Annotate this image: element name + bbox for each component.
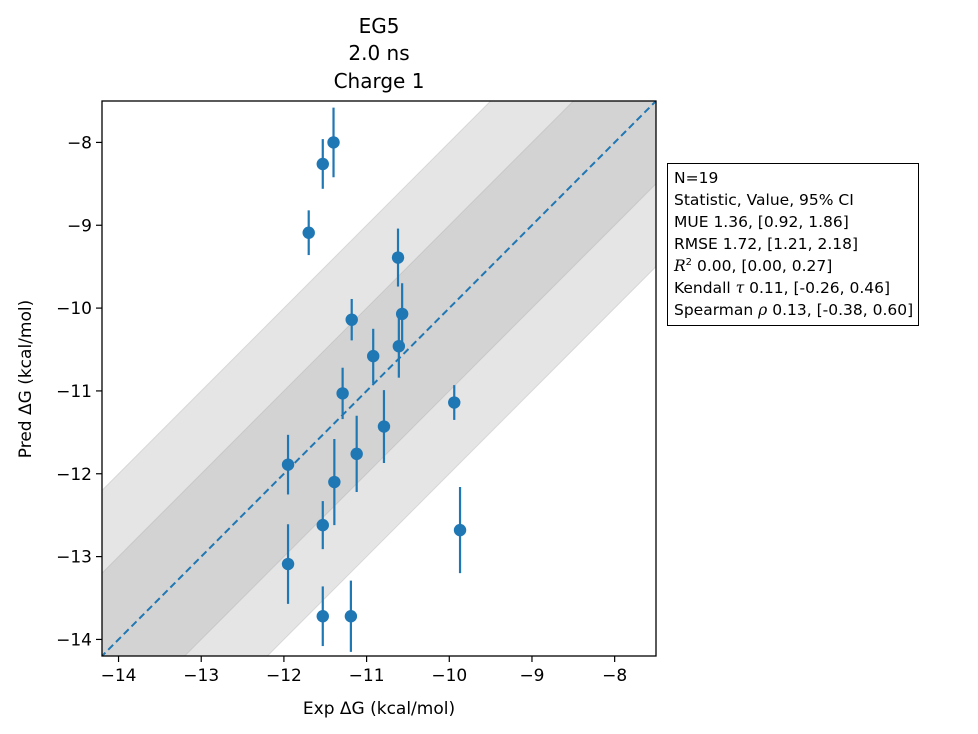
data-point-group <box>367 328 380 384</box>
data-point <box>327 136 340 149</box>
x-tick-label: −14 <box>101 666 137 686</box>
data-point <box>302 226 315 239</box>
y-tick-label: −9 <box>67 216 92 236</box>
stats-mue: MUE 1.36, [0.92, 1.86] <box>674 213 849 231</box>
data-point-group <box>344 580 358 652</box>
data-point <box>344 610 358 623</box>
kendall-tau-symbol: τ <box>735 279 745 297</box>
x-axis-label: Exp ΔG (kcal/mol) <box>303 699 455 719</box>
data-point-group <box>327 107 340 178</box>
data-point-group <box>448 385 461 420</box>
data-point-group <box>345 298 358 341</box>
stats-header: Statistic, Value, 95% CI <box>674 191 854 209</box>
x-axis-ticks: −14 −13 −12 −11 −10 −9 −8 <box>101 656 627 686</box>
spearman-name: Spearman <box>674 301 759 319</box>
data-point-group <box>391 228 405 287</box>
data-point-group <box>316 586 329 647</box>
data-point <box>328 475 341 489</box>
data-point <box>316 518 329 532</box>
r2-superscript: 2 <box>685 256 693 268</box>
y-tick-label: −11 <box>56 382 92 402</box>
y-tick-label: −8 <box>67 133 92 153</box>
data-point <box>377 420 391 433</box>
stats-n: N=19 <box>674 169 719 187</box>
data-point-group <box>453 487 467 574</box>
chart-title: EG5 2.0 ns Charge 1 <box>334 14 425 93</box>
y-tick-label: −10 <box>56 299 92 319</box>
data-point-group <box>336 367 349 420</box>
x-tick-label: −10 <box>431 666 467 686</box>
title-line-2: 2.0 ns <box>348 41 409 65</box>
data-point-group <box>328 438 341 526</box>
r2-symbol: R <box>674 257 686 275</box>
data-point-group <box>281 434 295 495</box>
y-tick-label: −13 <box>56 548 92 568</box>
data-point <box>316 610 329 623</box>
data-point <box>336 387 349 400</box>
data-point <box>281 458 295 471</box>
data-point-group <box>350 415 363 492</box>
x-tick-label: −8 <box>602 666 627 686</box>
data-point <box>391 251 405 264</box>
data-point-group <box>302 210 315 256</box>
data-point-group <box>281 524 295 604</box>
x-tick-label: −11 <box>349 666 385 686</box>
data-point <box>345 313 358 326</box>
data-points <box>281 107 467 652</box>
y-axis-ticks: −14 −13 −12 −11 −10 −9 −8 <box>56 133 102 650</box>
kendall-name: Kendall <box>674 279 736 297</box>
stats-legend-box: N=19 Statistic, Value, 95% CI MUE 1.36, … <box>667 163 920 326</box>
data-point <box>448 396 461 409</box>
kendall-value: 0.11, [-0.26, 0.46] <box>744 279 891 297</box>
data-point-group <box>392 314 406 378</box>
spearman-rho-symbol: ρ <box>758 301 768 319</box>
spearman-value: 0.13, [-0.38, 0.60] <box>767 301 914 319</box>
y-tick-label: −12 <box>56 465 92 485</box>
title-line-3: Charge 1 <box>334 69 425 93</box>
data-point-group <box>377 390 391 463</box>
x-tick-label: −9 <box>519 666 544 686</box>
data-point <box>392 339 406 353</box>
y-axis-label: Pred ΔG (kcal/mol) <box>16 300 36 458</box>
data-point <box>350 447 363 461</box>
data-point <box>453 523 467 537</box>
x-tick-label: −12 <box>266 666 302 686</box>
y-tick-label: −14 <box>56 630 92 650</box>
data-point <box>281 557 295 571</box>
stats-spearman: Spearman ρ 0.13, [-0.38, 0.60] <box>674 299 913 321</box>
data-point-group <box>316 139 329 189</box>
r2-value: 0.00, [0.00, 0.27] <box>692 257 833 275</box>
plot-frame <box>101 100 657 657</box>
data-point <box>316 157 329 171</box>
stats-rmse: RMSE 1.72, [1.21, 2.18] <box>674 235 859 253</box>
title-line-1: EG5 <box>359 14 400 38</box>
stats-r2: R2 0.00, [0.00, 0.27] <box>674 255 913 277</box>
data-point <box>367 349 380 363</box>
data-point-group <box>316 501 329 550</box>
stats-kendall: Kendall τ 0.11, [-0.26, 0.46] <box>674 277 913 299</box>
x-tick-label: −13 <box>183 666 219 686</box>
